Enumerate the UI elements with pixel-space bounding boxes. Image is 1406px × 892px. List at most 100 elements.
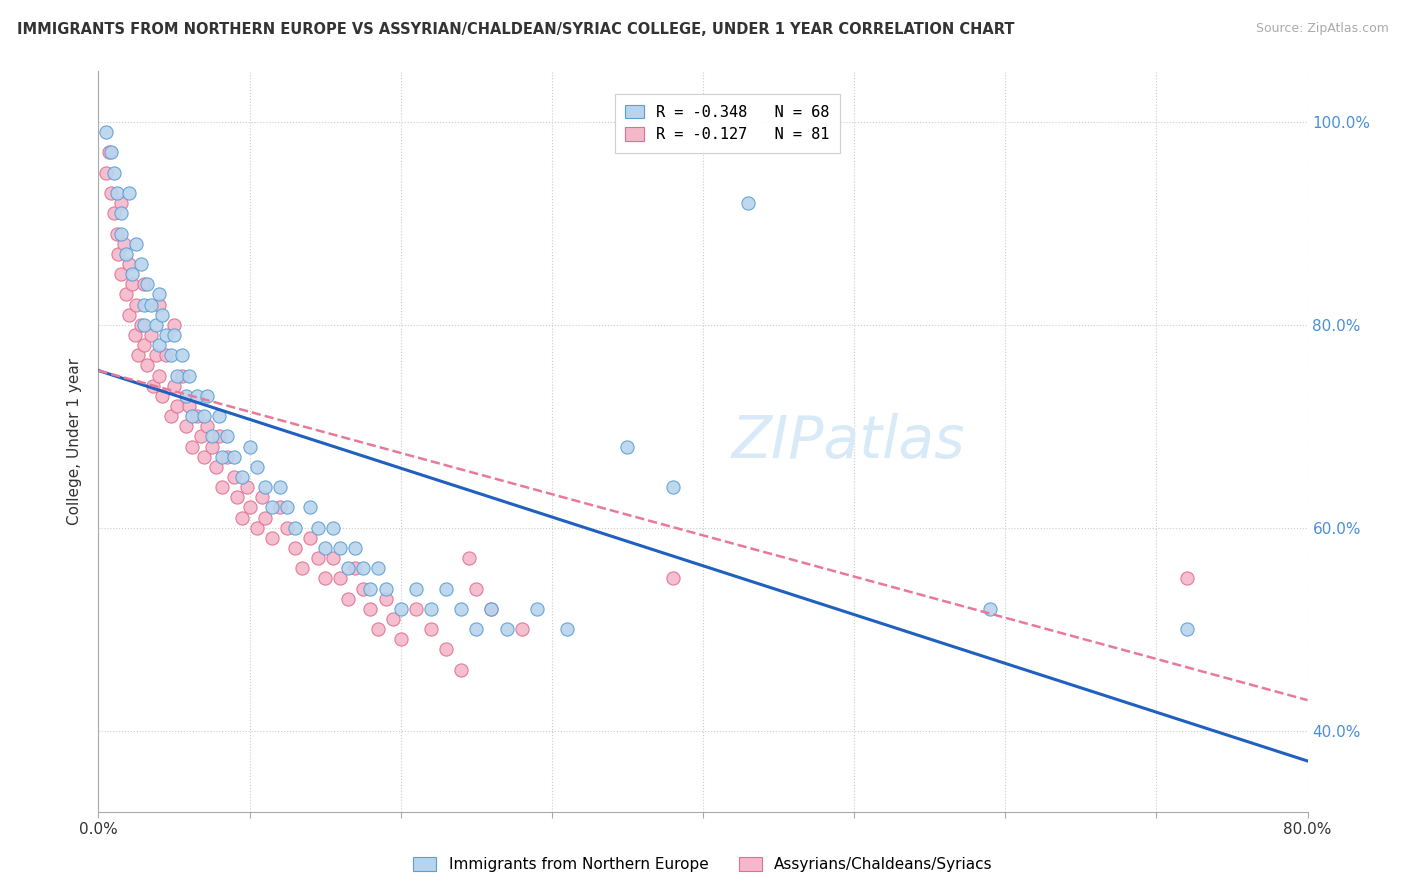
Point <box>246 521 269 535</box>
Point <box>336 561 359 575</box>
Point <box>215 450 238 464</box>
Point <box>329 571 352 585</box>
Point <box>434 582 457 596</box>
Point <box>352 582 374 596</box>
Point <box>269 480 291 494</box>
Point <box>195 419 218 434</box>
Point <box>150 308 173 322</box>
Point <box>215 429 238 443</box>
Point <box>127 348 149 362</box>
Point <box>193 450 215 464</box>
Point <box>110 206 132 220</box>
Point <box>129 257 152 271</box>
Point <box>450 602 472 616</box>
Point <box>163 378 186 392</box>
Point <box>253 480 276 494</box>
Point <box>661 571 683 585</box>
Point <box>246 459 269 474</box>
Legend: Immigrants from Northern Europe, Assyrians/Chaldeans/Syriacs: Immigrants from Northern Europe, Assyria… <box>406 849 1000 880</box>
Point <box>420 602 443 616</box>
Text: ZIPatlas: ZIPatlas <box>731 413 965 470</box>
Point <box>211 480 233 494</box>
Point <box>163 328 186 343</box>
Point <box>231 510 253 524</box>
Point <box>174 419 197 434</box>
Point <box>179 399 201 413</box>
Point <box>465 582 488 596</box>
Point <box>495 622 517 636</box>
Point <box>284 541 307 555</box>
Point <box>208 429 231 443</box>
Point <box>174 389 197 403</box>
Point <box>132 298 155 312</box>
Point <box>224 470 246 484</box>
Point <box>405 582 427 596</box>
Point <box>276 521 298 535</box>
Point <box>148 298 170 312</box>
Point <box>344 561 367 575</box>
Point <box>389 602 412 616</box>
Point <box>253 510 276 524</box>
Point <box>382 612 405 626</box>
Point <box>231 470 253 484</box>
Point <box>352 561 374 575</box>
Point <box>1175 571 1198 585</box>
Point <box>103 166 125 180</box>
Point <box>367 622 389 636</box>
Y-axis label: College, Under 1 year: College, Under 1 year <box>67 358 83 525</box>
Point <box>262 500 284 515</box>
Point <box>114 287 136 301</box>
Point <box>276 500 298 515</box>
Point <box>170 348 193 362</box>
Point <box>190 429 212 443</box>
Point <box>314 571 336 585</box>
Point <box>360 582 382 596</box>
Point <box>307 521 329 535</box>
Point <box>114 247 136 261</box>
Point <box>205 459 228 474</box>
Point <box>129 318 152 332</box>
Point <box>166 399 188 413</box>
Point <box>166 368 188 383</box>
Point <box>110 267 132 281</box>
Point <box>481 602 503 616</box>
Point <box>181 440 204 454</box>
Point <box>405 602 427 616</box>
Point <box>201 440 224 454</box>
Point <box>118 308 141 322</box>
Point <box>193 409 215 424</box>
Point <box>336 591 359 606</box>
Text: Source: ZipAtlas.com: Source: ZipAtlas.com <box>1256 22 1389 36</box>
Point <box>299 500 322 515</box>
Point <box>170 368 193 383</box>
Point <box>121 277 143 292</box>
Point <box>179 368 201 383</box>
Point <box>616 814 638 829</box>
Point <box>661 480 683 494</box>
Legend: R = -0.348   N = 68, R = -0.127   N = 81: R = -0.348 N = 68, R = -0.127 N = 81 <box>614 94 839 153</box>
Point <box>181 409 204 424</box>
Point <box>450 663 472 677</box>
Point <box>1175 622 1198 636</box>
Point <box>208 409 231 424</box>
Point <box>98 145 121 160</box>
Point <box>118 186 141 200</box>
Point <box>322 521 344 535</box>
Point <box>239 440 262 454</box>
Point <box>344 541 367 555</box>
Point <box>155 328 177 343</box>
Point <box>195 389 218 403</box>
Point <box>103 206 125 220</box>
Point <box>145 318 167 332</box>
Point <box>132 277 155 292</box>
Point <box>142 378 165 392</box>
Point <box>737 196 759 211</box>
Point <box>132 318 155 332</box>
Point <box>145 348 167 362</box>
Point <box>420 622 443 636</box>
Point <box>110 227 132 241</box>
Point <box>465 622 488 636</box>
Point <box>148 368 170 383</box>
Point <box>186 389 208 403</box>
Point <box>94 166 117 180</box>
